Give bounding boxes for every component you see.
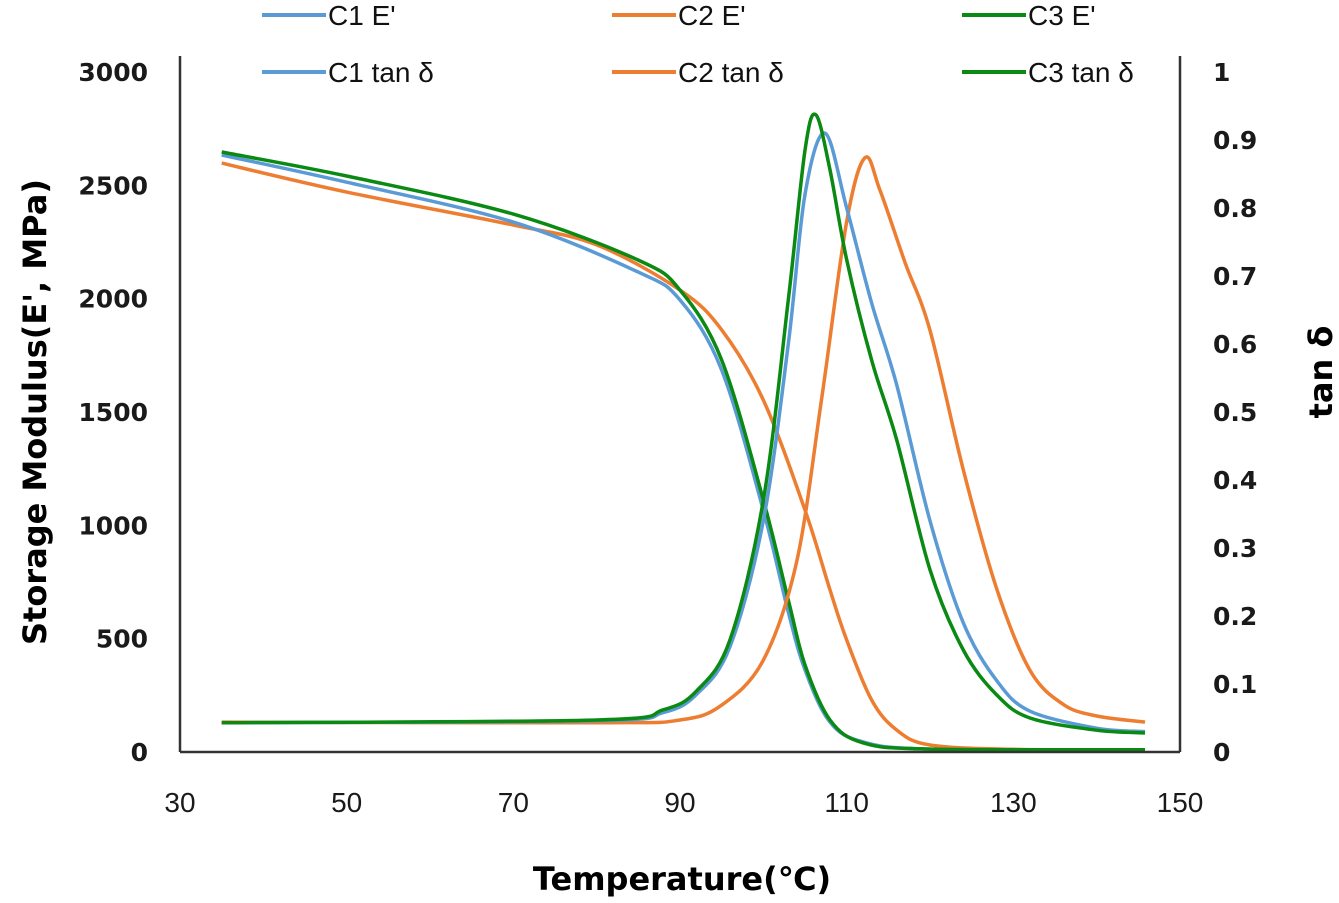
- y-tick-label: 2500: [78, 171, 148, 200]
- ticks-layer: 0 500 1000 1500 2000 2500 3000 0 0.1 0.2 0.3 0.4 0.5…: [78, 58, 1257, 818]
- legend-label: C1 E': [328, 0, 396, 31]
- y-tick-label: 500: [96, 625, 148, 654]
- x-tick-label: 50: [331, 787, 362, 818]
- y2-tick-label: 0.1: [1213, 670, 1257, 699]
- x-tick-label: 90: [664, 787, 695, 818]
- legend-item: C3 tan δ: [962, 57, 1134, 88]
- y2-tick-label: 0.8: [1213, 194, 1257, 223]
- x-tick-label: 110: [824, 787, 869, 818]
- x-tick-label: 150: [1157, 787, 1204, 818]
- legend-label: C3 tan δ: [1028, 57, 1134, 88]
- y2-tick-label: 0.2: [1213, 602, 1257, 631]
- legend-item: C2 E': [612, 0, 746, 31]
- y2-tick-label: 0.6: [1213, 330, 1257, 359]
- x-tick-label: 70: [498, 787, 529, 818]
- y-tick-label: 1000: [78, 511, 148, 540]
- legend-label: C2 tan δ: [678, 57, 784, 88]
- y-tick-label: 3000: [78, 58, 148, 87]
- y-tick-label: 2000: [78, 285, 148, 314]
- x-tick-label: 130: [990, 787, 1037, 818]
- y2-tick-label: 0.5: [1213, 398, 1257, 427]
- y2-tick-label: 1: [1213, 58, 1230, 87]
- legend-label: C3 E': [1028, 0, 1096, 31]
- series-line-c2-tan-: [221, 155, 1146, 725]
- series-line-c3-tan-: [221, 112, 1146, 735]
- legend-item: C2 tan δ: [612, 57, 784, 88]
- legend-label: C2 E': [678, 0, 746, 31]
- y2-tick-label: 0.9: [1213, 126, 1257, 155]
- series-line-c2-e-: [221, 161, 1146, 752]
- y2-tick-label: 0.7: [1213, 262, 1257, 291]
- y2-tick-label: 0: [1213, 738, 1230, 767]
- series-layer: [221, 112, 1146, 752]
- y-tick-label: 0: [131, 738, 148, 767]
- x-axis-title: Temperature(℃): [533, 860, 831, 898]
- x-tick-label: 30: [164, 787, 195, 818]
- legend: C1 E' C2 E' C3 E' C1 tan δ C2 tan δ C3 tan δ: [262, 0, 1134, 88]
- y2-axis-title: tan δ: [1302, 326, 1339, 419]
- legend-item: C1 tan δ: [262, 57, 434, 88]
- y2-tick-label: 0.4: [1213, 466, 1257, 495]
- legend-item: C1 E': [262, 0, 396, 31]
- legend-item: C3 E': [962, 0, 1096, 31]
- y-tick-label: 1500: [78, 398, 148, 427]
- series-line-c1-tan-: [221, 131, 1146, 734]
- y2-tick-label: 0.3: [1213, 534, 1257, 563]
- series-line-c3-e-: [221, 150, 1146, 752]
- series-line-c1-e-: [221, 153, 1146, 752]
- legend-label: C1 tan δ: [328, 57, 434, 88]
- y-axis-title: Storage Modulus(E', MPa): [16, 179, 54, 645]
